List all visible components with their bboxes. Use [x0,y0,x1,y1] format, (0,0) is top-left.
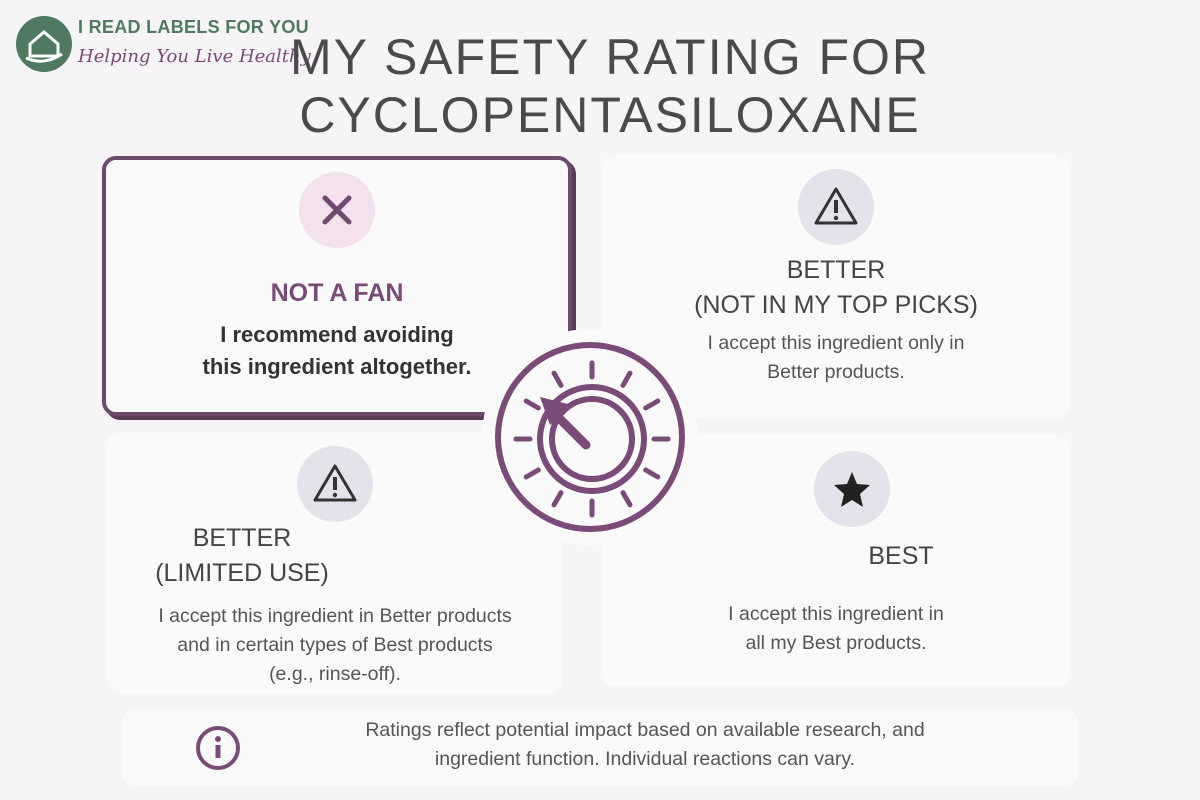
card-heading: (LIMITED USE) [155,559,329,587]
icon-warning [297,446,373,522]
card-body: all my Best products. [745,632,927,654]
x-mark [322,195,352,225]
warning-mark [313,464,357,502]
card-body: this ingredient altogether. [202,354,472,379]
note-line: Ratings reflect potential impact based o… [365,719,925,741]
card-heading: NOT A FAN [270,279,404,307]
warning-mark [814,187,858,225]
rating-card: BETTER (NOT IN MY TOP PICKS) I accept th… [602,155,1070,418]
icon-x [299,172,375,248]
dial-tick [620,490,633,508]
card-body: Better products. [767,361,905,383]
dial-knob-inner [549,396,635,482]
card-body: I recommend avoiding [220,322,454,347]
note-line: ingredient function. Individual reaction… [434,748,856,770]
dial-tick [643,398,661,411]
card-body: and in certain types of Best products [177,634,493,656]
title-line: MY SAFETY RATING FOR [289,29,931,85]
dial-arrow [549,408,591,450]
card-heading: BETTER [192,524,292,552]
icon-star [814,451,890,527]
card-body: I accept this ingredient only in [707,332,965,354]
dial-tick [523,398,541,411]
rating-card: BETTER (LIMITED USE) I accept this ingre… [107,432,563,693]
logo-tagline: Helping You Live Healthy [78,46,311,67]
title: MY SAFETY RATING FOR CYCLOPENTASILOXANE [250,28,970,144]
dial-arrow-head [540,397,572,425]
rating-card: NOT A FAN I recommend avoiding this ingr… [102,156,572,416]
dial-tick [643,467,661,480]
logo-name: I READ LABELS FOR YOU [78,17,309,37]
dial-tick [620,370,633,388]
logo-icon [16,16,72,72]
dial-tick [523,467,541,480]
info-icon [196,726,240,770]
card-body: (e.g., rinse-off). [269,663,401,685]
card-heading: BEST [868,542,934,570]
card-heading: (NOT IN MY TOP PICKS) [694,291,978,319]
card-body: I accept this ingredient in [728,603,944,625]
dial-tick [551,370,564,388]
dial-tick [551,490,564,508]
dial-knob [537,384,647,494]
title-line: CYCLOPENTASILOXANE [299,87,921,143]
note-card: Ratings reflect potential impact based o… [122,708,1078,787]
dial-icon [482,329,698,545]
dial-bg [482,329,698,545]
card-body: I accept this ingredient in Better produ… [158,605,512,627]
dial-ring [495,342,685,532]
star-mark [834,472,870,507]
icon-warning [798,169,874,245]
card-heading: BETTER [786,256,886,284]
